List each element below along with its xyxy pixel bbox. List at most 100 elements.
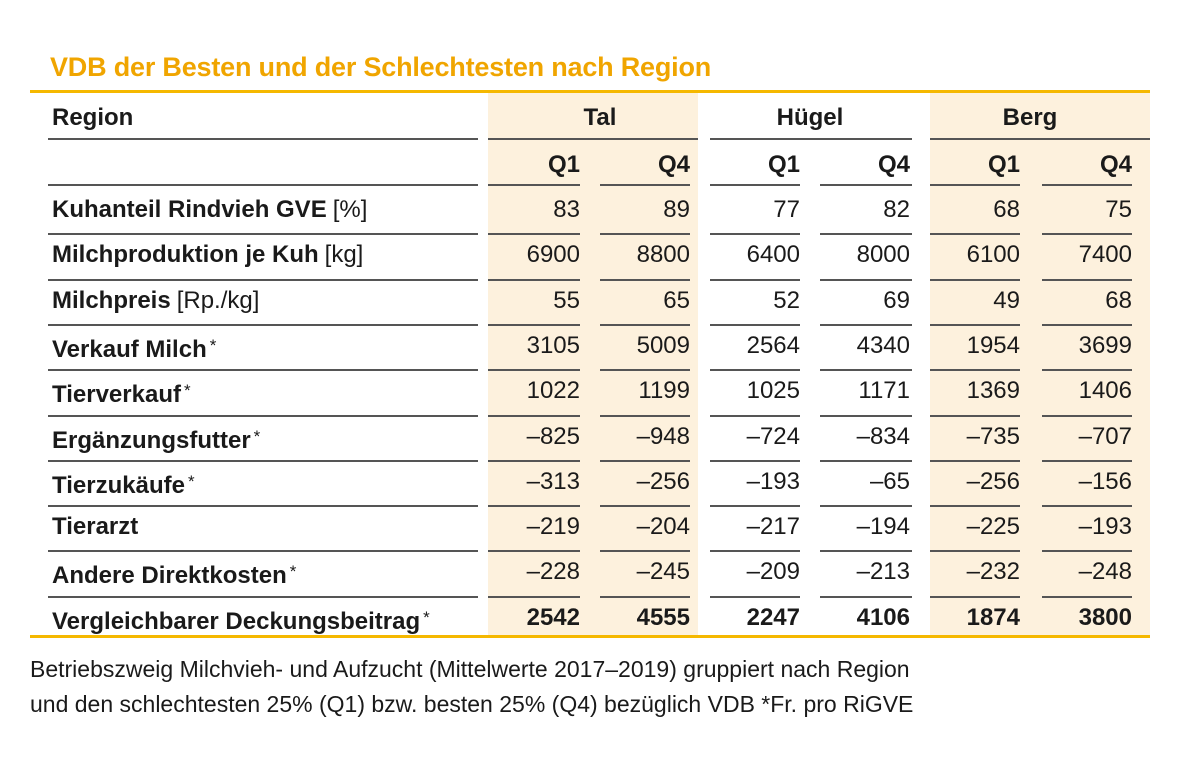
- row-label: Tierverkauf *: [52, 376, 191, 410]
- table-cell: –209: [746, 558, 800, 586]
- row-label: Kuhanteil Rindvieh GVE [%]: [52, 195, 367, 225]
- row-separator: [820, 184, 912, 186]
- row-separator: [488, 505, 580, 507]
- table-cell: 2247: [746, 603, 800, 631]
- quartile-header: Q1: [547, 151, 580, 178]
- row-separator: [488, 184, 580, 186]
- table-cell: 52: [773, 286, 800, 314]
- row-label-text: Ergänzungsfutter: [52, 426, 251, 454]
- table-cell: 4340: [856, 331, 910, 359]
- row-separator: [1042, 460, 1132, 462]
- row-separator: [48, 324, 478, 326]
- table-cell: 8800: [636, 241, 690, 269]
- row-separator: [1042, 324, 1132, 326]
- table-cell: –256: [636, 467, 690, 495]
- row-separator: [710, 279, 800, 281]
- berg-column-shade: [930, 93, 1150, 635]
- table-cell: –825: [526, 422, 580, 450]
- quartile-header: Q4: [877, 151, 910, 178]
- table-cell: 6900: [526, 241, 580, 269]
- table-cell: –213: [856, 558, 910, 586]
- row-separator: [48, 505, 478, 507]
- table-cell: –156: [1078, 467, 1132, 495]
- table-cell: –724: [746, 422, 800, 450]
- row-label: Andere Direktkosten *: [52, 557, 296, 591]
- tal-column-shade: [488, 93, 698, 635]
- table-cell: 68: [993, 196, 1020, 223]
- table-cell: –256: [966, 467, 1020, 495]
- row-separator: [930, 415, 1020, 417]
- top-rule: [30, 90, 1150, 93]
- table-cell: 8000: [856, 241, 910, 269]
- row-separator: [1042, 233, 1132, 235]
- table-cell: 55: [553, 286, 580, 314]
- table-title: VDB der Besten und der Schlechtesten nac…: [50, 52, 712, 82]
- row-separator: [600, 596, 690, 598]
- table-cell: 2542: [526, 603, 580, 631]
- row-separator: [600, 415, 690, 417]
- row-separator: [820, 324, 912, 326]
- row-unit: [kg]: [324, 241, 364, 269]
- table-cell: –245: [636, 558, 690, 586]
- row-separator: [48, 596, 478, 598]
- table-cell: –219: [526, 513, 580, 541]
- row-separator: [48, 550, 478, 552]
- row-separator: [930, 279, 1020, 281]
- row-unit: *: [253, 426, 261, 446]
- row-label-text: Kuhanteil Rindvieh GVE: [52, 196, 327, 223]
- row-separator: [600, 369, 690, 371]
- table-cell: –217: [746, 513, 800, 541]
- table-cell: 82: [883, 196, 910, 223]
- row-label: Milchpreis [Rp./kg]: [52, 286, 259, 316]
- row-separator: [600, 460, 690, 462]
- row-separator: [48, 415, 478, 417]
- row-separator: [710, 233, 800, 235]
- row-separator: [600, 550, 690, 552]
- row-separator: [600, 505, 690, 507]
- quartile-header: Q1: [987, 151, 1020, 178]
- table-cell: –834: [856, 422, 910, 450]
- row-unit: *: [289, 562, 297, 582]
- row-separator: [600, 279, 690, 281]
- table-cell: 4106: [856, 603, 910, 631]
- caption-line-1: Betriebszweig Milchvieh- und Aufzucht (M…: [30, 656, 910, 682]
- table-cell: –248: [1078, 558, 1132, 586]
- row-label: Milchproduktion je Kuh [kg]: [52, 240, 363, 270]
- row-separator: [820, 505, 912, 507]
- row-separator: [1042, 505, 1132, 507]
- row-separator: [488, 550, 580, 552]
- group-underline: [488, 138, 698, 140]
- row-separator: [820, 369, 912, 371]
- table-cell: 4555: [636, 603, 690, 631]
- table-caption: Betriebszweig Milchvieh- und Aufzucht (M…: [30, 652, 1170, 722]
- row-separator: [930, 505, 1020, 507]
- table-cell: 6100: [966, 241, 1020, 269]
- table-cell: –225: [966, 513, 1020, 541]
- row-unit: [%]: [332, 196, 368, 223]
- row-separator: [600, 324, 690, 326]
- caption-line-2: und den schlechtesten 25% (Q1) bzw. best…: [30, 691, 914, 717]
- row-separator: [1042, 550, 1132, 552]
- row-label-text: Andere Direktkosten: [52, 562, 287, 590]
- table-cell: 1954: [966, 331, 1020, 359]
- row-separator: [930, 233, 1020, 235]
- row-separator: [930, 184, 1020, 186]
- row-separator: [48, 233, 478, 235]
- row-separator: [930, 596, 1020, 598]
- row-separator: [710, 550, 800, 552]
- table-cell: –707: [1078, 422, 1132, 450]
- row-separator: [820, 233, 912, 235]
- header-underline: [48, 138, 478, 140]
- row-separator: [600, 233, 690, 235]
- table-cell: –948: [636, 422, 690, 450]
- table-cell: 1171: [858, 377, 910, 405]
- table-cell: 7400: [1078, 241, 1132, 269]
- bottom-rule: [30, 635, 1150, 638]
- row-unit: *: [423, 607, 430, 627]
- table-cell: 69: [883, 286, 910, 314]
- row-label-text: Tierarzt: [52, 513, 139, 541]
- row-separator: [930, 369, 1020, 371]
- table-cell: 2564: [746, 331, 800, 359]
- row-separator: [820, 550, 912, 552]
- row-separator: [48, 279, 478, 281]
